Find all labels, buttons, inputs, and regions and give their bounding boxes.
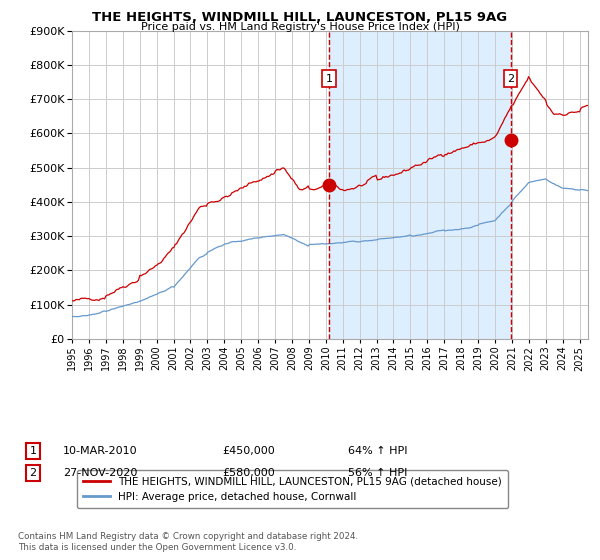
Text: 56% ↑ HPI: 56% ↑ HPI: [348, 468, 407, 478]
Text: Contains HM Land Registry data © Crown copyright and database right 2024.
This d: Contains HM Land Registry data © Crown c…: [18, 532, 358, 552]
Text: 10-MAR-2010: 10-MAR-2010: [63, 446, 137, 456]
Bar: [329, 31, 511, 339]
Text: 27-NOV-2020: 27-NOV-2020: [63, 468, 137, 478]
Text: £580,000: £580,000: [222, 468, 275, 478]
Text: 2: 2: [29, 468, 37, 478]
Text: 1: 1: [29, 446, 37, 456]
Legend: THE HEIGHTS, WINDMILL HILL, LAUNCESTON, PL15 9AG (detached house), HPI: Average : THE HEIGHTS, WINDMILL HILL, LAUNCESTON, …: [77, 470, 508, 508]
Text: £450,000: £450,000: [222, 446, 275, 456]
Text: THE HEIGHTS, WINDMILL HILL, LAUNCESTON, PL15 9AG: THE HEIGHTS, WINDMILL HILL, LAUNCESTON, …: [92, 11, 508, 24]
Text: 2: 2: [507, 73, 514, 83]
Text: Price paid vs. HM Land Registry's House Price Index (HPI): Price paid vs. HM Land Registry's House …: [140, 22, 460, 32]
Text: 64% ↑ HPI: 64% ↑ HPI: [348, 446, 407, 456]
Text: 1: 1: [325, 73, 332, 83]
